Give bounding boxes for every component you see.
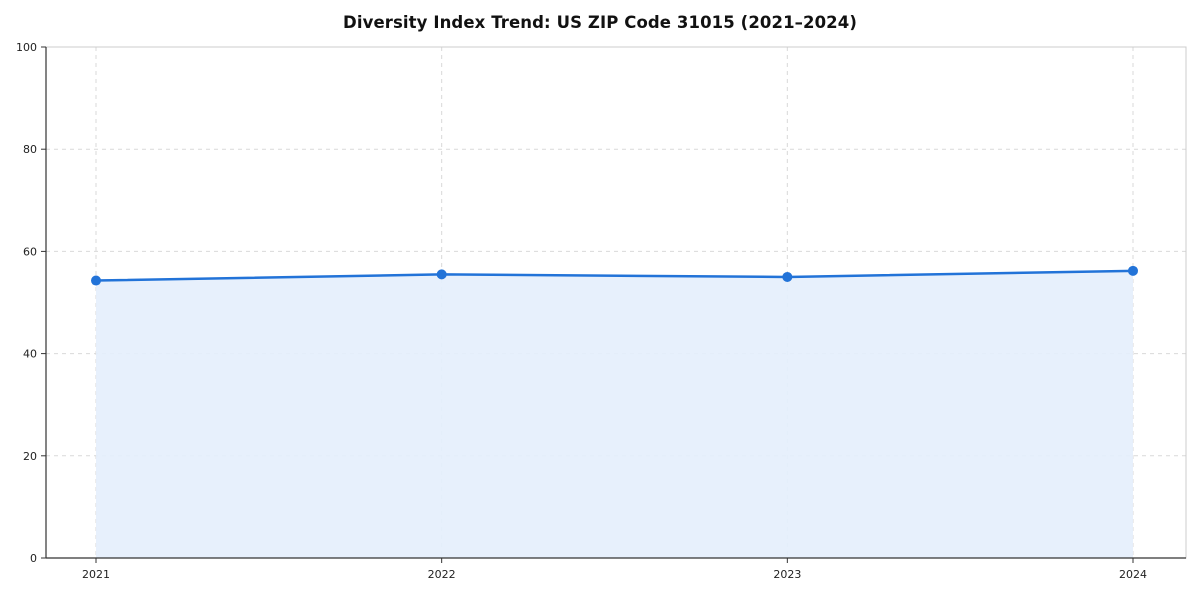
data-point — [1128, 265, 1138, 276]
y-tick-label: 60 — [23, 245, 37, 258]
x-tick-label: 2021 — [82, 568, 110, 581]
y-tick-label: 80 — [23, 143, 37, 156]
y-tick-label: 100 — [16, 41, 37, 54]
x-tick-label: 2023 — [773, 568, 801, 581]
data-point — [782, 271, 793, 282]
y-tick-label: 0 — [30, 552, 37, 565]
x-tick-label: 2022 — [428, 568, 456, 581]
y-tick-label: 40 — [23, 348, 37, 361]
area-fill — [96, 270, 1133, 558]
data-point — [91, 275, 101, 286]
trend-line — [94, 269, 1135, 282]
y-tick-label: 20 — [23, 450, 37, 463]
chart-title: Diversity Index Trend: US ZIP Code 31015… — [343, 13, 857, 32]
data-point — [436, 269, 447, 280]
x-tick-label: 2024 — [1119, 568, 1147, 581]
